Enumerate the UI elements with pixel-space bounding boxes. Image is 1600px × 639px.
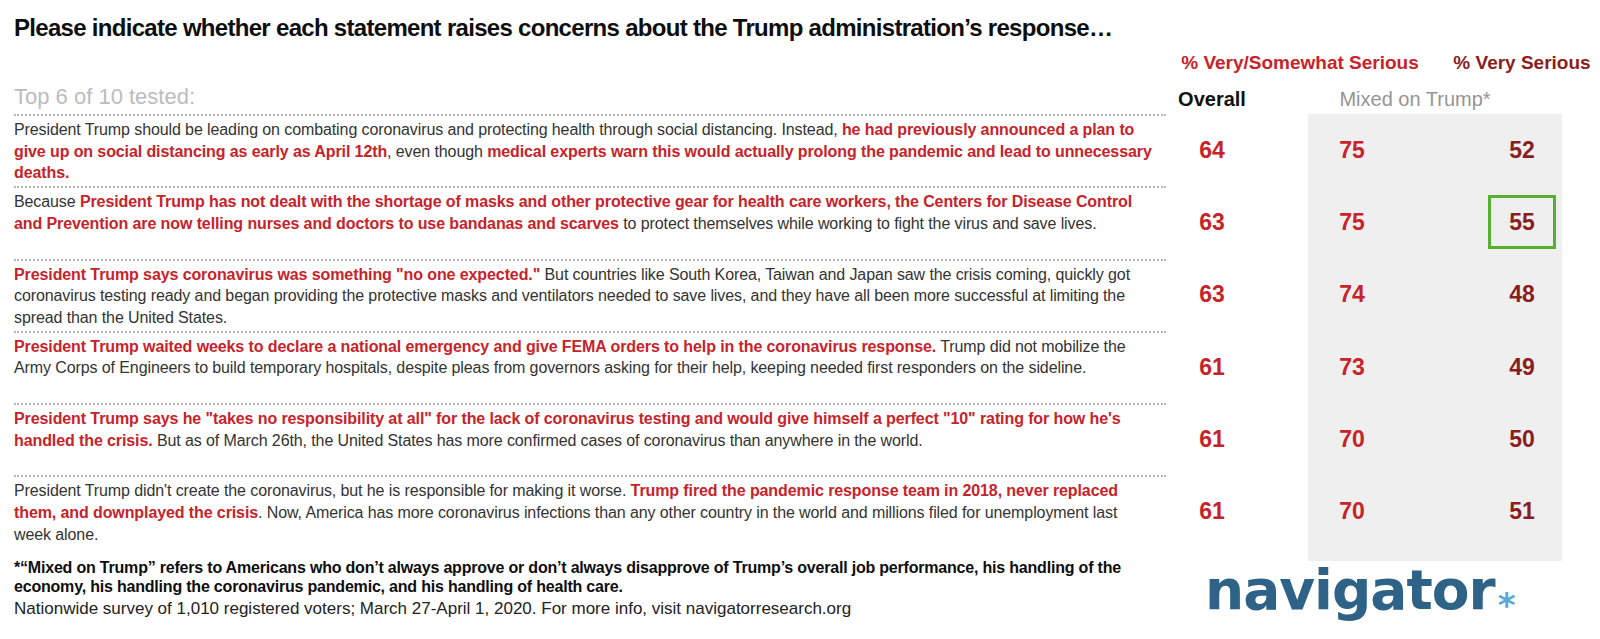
mixed-very-somewhat-value: 73 — [1307, 331, 1397, 403]
statement-plain: President Trump didn't create the corona… — [14, 482, 631, 499]
mixed-very-somewhat-value: 70 — [1307, 403, 1397, 475]
table-row: President Trump should be leading on com… — [0, 114, 1600, 186]
row-separator — [14, 331, 1166, 333]
statement-plain: Because — [14, 193, 80, 210]
statement-plain: , even though — [387, 143, 487, 160]
statement-plain: to protect themselves while working to f… — [619, 215, 1097, 232]
statement-text: Because President Trump has not dealt wi… — [14, 191, 1154, 234]
statements-table: President Trump should be leading on com… — [0, 114, 1600, 548]
statement-emphasis: President Trump says coronavirus was som… — [14, 266, 540, 283]
overall-value: 61 — [1167, 331, 1257, 403]
table-row: President Trump waited weeks to declare … — [0, 331, 1600, 403]
table-row: President Trump didn't create the corona… — [0, 475, 1600, 547]
table-row: President Trump says he "takes no respon… — [0, 403, 1600, 475]
navigator-logo: navigator* — [1205, 558, 1515, 622]
subtitle-top6: Top 6 of 10 tested: — [14, 84, 195, 110]
overall-value: 61 — [1167, 475, 1257, 547]
row-separator — [14, 403, 1166, 405]
row-separator — [14, 114, 1166, 116]
table-row: President Trump says coronavirus was som… — [0, 259, 1600, 331]
overall-value: 64 — [1167, 114, 1257, 186]
mixed-very-serious-value: 48 — [1477, 259, 1567, 331]
page-title: Please indicate whether each statement r… — [14, 14, 1112, 42]
statement-plain: President Trump should be leading on com… — [14, 121, 842, 138]
mixed-very-somewhat-value: 75 — [1307, 114, 1397, 186]
mixed-very-serious-value: 52 — [1477, 114, 1567, 186]
slide: Please indicate whether each statement r… — [0, 0, 1600, 639]
statement-text: President Trump should be leading on com… — [14, 119, 1154, 184]
mixed-very-somewhat-value: 74 — [1307, 259, 1397, 331]
highlighted-value-box: 55 — [1488, 195, 1556, 249]
table-row: Because President Trump has not dealt wi… — [0, 186, 1600, 258]
col-header-very-serious: % Very Serious — [1422, 52, 1600, 74]
statement-emphasis: President Trump waited weeks to declare … — [14, 338, 936, 355]
mixed-very-somewhat-value: 70 — [1307, 475, 1397, 547]
statement-text: President Trump didn't create the corona… — [14, 480, 1154, 545]
mixed-very-serious-value: 50 — [1477, 403, 1567, 475]
overall-value: 61 — [1167, 403, 1257, 475]
statement-text: President Trump says coronavirus was som… — [14, 264, 1154, 329]
mixed-very-serious-value: 51 — [1477, 475, 1567, 547]
row-separator — [14, 475, 1166, 477]
mixed-very-somewhat-value: 75 — [1307, 186, 1397, 258]
mixed-very-serious-value: 49 — [1477, 331, 1567, 403]
overall-value: 63 — [1167, 259, 1257, 331]
logo-wordmark: navigator — [1205, 558, 1495, 622]
col-header-overall: Overall — [1132, 88, 1292, 111]
footnote-mixed-definition: *“Mixed on Trump” refers to Americans wh… — [14, 558, 1186, 596]
statement-text: President Trump says he "takes no respon… — [14, 408, 1154, 451]
col-header-mixed-on-trump: Mixed on Trump* — [1285, 88, 1545, 111]
footnote-survey-info: Nationwide survey of 1,010 registered vo… — [14, 599, 851, 619]
mixed-very-serious-value: 55 — [1477, 186, 1567, 258]
row-separator — [14, 259, 1166, 261]
statement-text: President Trump waited weeks to declare … — [14, 336, 1154, 379]
statement-plain: But as of March 26th, the United States … — [153, 432, 923, 449]
row-separator — [14, 186, 1166, 188]
logo-asterisk-icon: * — [1498, 585, 1516, 625]
overall-value: 63 — [1167, 186, 1257, 258]
